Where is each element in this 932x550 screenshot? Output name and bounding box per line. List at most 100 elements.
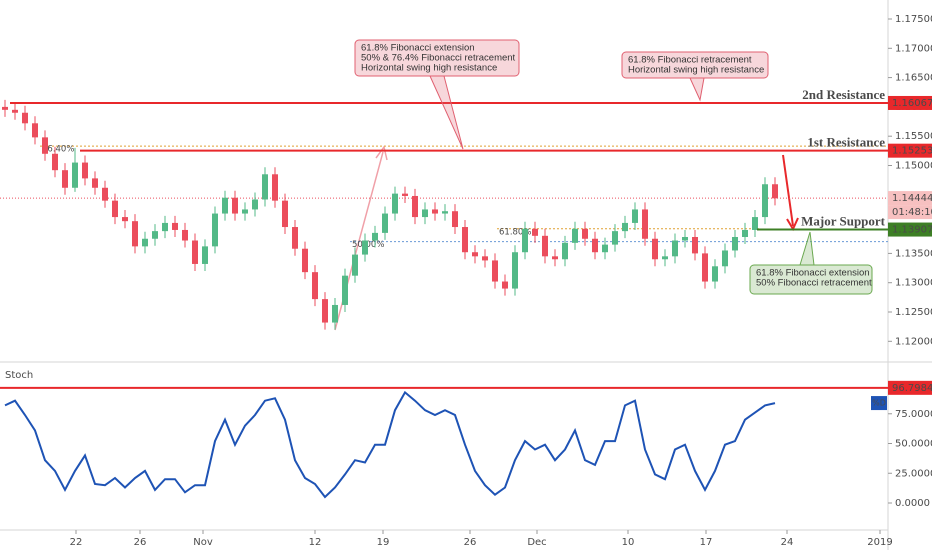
- x-tick-label: 24: [781, 537, 794, 548]
- candle-body: [582, 228, 588, 239]
- candle-body: [462, 227, 468, 253]
- x-tick-label: 26: [464, 537, 477, 548]
- y-tick-label: 1.12500: [895, 307, 932, 318]
- candle-body: [322, 299, 328, 323]
- candle-body: [2, 106, 8, 110]
- candle-body: [762, 184, 768, 218]
- candle-body: [402, 193, 408, 196]
- candle-body: [572, 228, 578, 243]
- y-tick-label: 75.0000: [895, 409, 932, 420]
- candle-body: [232, 197, 238, 214]
- candle-body: [412, 195, 418, 218]
- annotation-text: 50% Fibonacci retracement: [756, 278, 872, 289]
- candle-body: [272, 174, 278, 201]
- candle-body: [742, 229, 748, 237]
- indicator-title: Stoch: [5, 370, 33, 381]
- candle-body: [522, 228, 528, 253]
- last-price-box: [888, 191, 932, 206]
- candle-body: [542, 235, 548, 257]
- candle-body: [562, 242, 568, 260]
- level-price-box: [888, 143, 932, 158]
- candle-body: [162, 222, 168, 232]
- candle-body: [222, 197, 228, 214]
- candle-body: [202, 246, 208, 264]
- candle-body: [672, 240, 678, 257]
- fib-label: 61.80%: [499, 227, 531, 237]
- x-tick-label: 26: [134, 537, 147, 548]
- candle-body: [152, 231, 158, 239]
- x-tick-label: 10: [622, 537, 635, 548]
- candle-body: [422, 209, 428, 218]
- candle-body: [362, 240, 368, 255]
- annotation-text: 61.8% Fibonacci retracement: [628, 55, 752, 66]
- candle-body: [192, 240, 198, 264]
- candle-body: [132, 221, 138, 247]
- candle-body: [732, 236, 738, 251]
- candle-body: [612, 231, 618, 245]
- fib-label: 76.40%: [42, 145, 74, 155]
- level-price-box: [888, 222, 932, 237]
- level-price-box: [888, 95, 932, 110]
- candle-body: [552, 256, 558, 260]
- x-tick-label: 17: [700, 537, 713, 548]
- level-label: 2nd Resistance: [802, 87, 885, 102]
- y-tick-label: 1.13000: [895, 278, 932, 289]
- candle-body: [622, 222, 628, 232]
- candle-body: [722, 250, 728, 267]
- candle-body: [452, 211, 458, 228]
- candle-body: [392, 193, 398, 214]
- candle-body: [72, 162, 78, 188]
- candle-body: [32, 123, 38, 138]
- x-tick-label: 12: [309, 537, 322, 548]
- candle-body: [712, 266, 718, 282]
- annotation-pointer: [689, 77, 705, 102]
- candle-body: [752, 217, 758, 230]
- y-tick-label: 1.15000: [895, 160, 932, 171]
- y-tick-label: 1.16500: [895, 73, 932, 84]
- candle-body: [332, 304, 338, 323]
- candle-body: [22, 112, 28, 124]
- candle-body: [142, 238, 148, 247]
- candle-body: [292, 227, 298, 249]
- candle-body: [492, 260, 498, 282]
- candle-body: [482, 256, 488, 261]
- candle-body: [602, 244, 608, 253]
- candle-body: [642, 209, 648, 239]
- candle-body: [702, 253, 708, 282]
- candle-body: [472, 252, 478, 257]
- candle-body: [382, 213, 388, 233]
- candle-body: [252, 199, 258, 210]
- candle-body: [502, 281, 508, 289]
- y-tick-label: 0.0000: [895, 498, 930, 509]
- candle-body: [122, 217, 128, 222]
- candle-body: [682, 236, 688, 241]
- annotation-text: Horizontal swing high resistance: [628, 65, 764, 76]
- candle-body: [282, 200, 288, 228]
- annotation-pointer: [429, 75, 464, 150]
- x-tick-label: 19: [377, 537, 390, 548]
- annotation-box: [354, 39, 520, 77]
- level-price: 1.15253: [892, 146, 932, 157]
- annotation-box: [621, 51, 769, 79]
- candle-body: [532, 228, 538, 236]
- y-tick-label: 1.17500: [895, 14, 932, 25]
- fib-label: 50.00%: [352, 240, 384, 250]
- indicator-name: %D: [872, 399, 886, 408]
- y-tick-label: 50.0000: [895, 439, 932, 450]
- candle-body: [512, 252, 518, 289]
- annotation-text: 61.8% Fibonacci extension: [361, 43, 475, 54]
- level-label: 1st Resistance: [807, 135, 885, 150]
- candle-body: [172, 222, 178, 230]
- candle-body: [82, 162, 88, 179]
- candle-body: [772, 184, 778, 199]
- indicator-name-box: [871, 396, 887, 411]
- candle-body: [342, 275, 348, 305]
- candle-body: [442, 211, 448, 214]
- candle-body: [102, 187, 108, 201]
